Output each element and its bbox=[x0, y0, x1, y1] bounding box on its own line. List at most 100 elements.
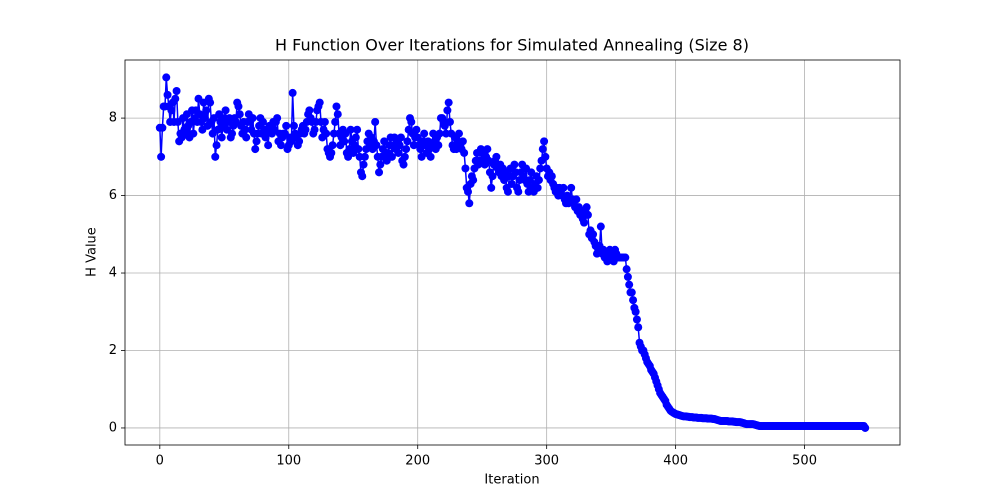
data-point bbox=[540, 137, 549, 146]
data-point bbox=[572, 195, 581, 204]
data-point bbox=[328, 141, 337, 150]
data-point bbox=[248, 114, 257, 123]
data-point bbox=[541, 152, 550, 161]
data-point bbox=[320, 117, 329, 126]
data-point bbox=[235, 110, 244, 119]
data-point bbox=[288, 88, 297, 97]
data-point bbox=[464, 187, 473, 196]
data-point bbox=[399, 160, 408, 169]
data-point bbox=[171, 94, 180, 103]
data-point bbox=[346, 125, 355, 134]
data-point bbox=[465, 199, 474, 208]
data-point bbox=[487, 183, 496, 192]
data-point bbox=[359, 160, 368, 169]
data-point bbox=[331, 117, 340, 126]
data-point bbox=[634, 323, 643, 332]
y-tick-label: 4 bbox=[109, 266, 117, 281]
data-point bbox=[167, 106, 176, 115]
data-point bbox=[206, 98, 215, 107]
data-point bbox=[622, 265, 631, 274]
x-tick-label: 500 bbox=[792, 454, 817, 469]
data-point bbox=[460, 148, 469, 157]
data-point bbox=[277, 141, 286, 150]
data-point bbox=[514, 187, 523, 196]
y-axis-label: H Value bbox=[85, 227, 100, 277]
data-point bbox=[327, 148, 336, 157]
data-point bbox=[444, 98, 453, 107]
data-point bbox=[375, 168, 384, 177]
data-point bbox=[358, 172, 367, 181]
data-point bbox=[163, 90, 172, 99]
data-point bbox=[580, 218, 589, 227]
data-point bbox=[596, 222, 605, 231]
data-point bbox=[376, 160, 385, 169]
data-point bbox=[396, 133, 405, 142]
x-tick-label: 0 bbox=[156, 454, 164, 469]
data-point bbox=[211, 152, 220, 161]
y-tick-label: 0 bbox=[109, 420, 117, 435]
y-tick-label: 6 bbox=[109, 188, 117, 203]
data-point bbox=[221, 106, 230, 115]
data-point bbox=[621, 253, 630, 262]
chart-title: H Function Over Iterations for Simulated… bbox=[275, 36, 749, 55]
data-point bbox=[332, 102, 341, 111]
data-point bbox=[536, 164, 545, 173]
data-point bbox=[234, 102, 243, 111]
data-point bbox=[212, 141, 221, 150]
data-point bbox=[387, 152, 396, 161]
data-point bbox=[445, 117, 454, 126]
data-point bbox=[353, 125, 362, 134]
data-point bbox=[403, 137, 412, 146]
data-point bbox=[162, 73, 171, 82]
data-point bbox=[371, 117, 380, 126]
y-tick-label: 2 bbox=[109, 343, 117, 358]
data-point bbox=[625, 280, 634, 289]
data-point bbox=[402, 145, 411, 154]
data-point bbox=[458, 137, 467, 146]
data-point bbox=[228, 129, 237, 138]
data-point bbox=[282, 121, 291, 130]
data-point bbox=[372, 141, 381, 150]
data-point bbox=[240, 125, 249, 134]
data-point bbox=[360, 152, 369, 161]
data-point bbox=[589, 230, 598, 239]
data-point bbox=[242, 133, 251, 142]
x-tick-label: 300 bbox=[534, 454, 559, 469]
data-point bbox=[189, 129, 198, 138]
data-point bbox=[443, 106, 452, 115]
data-point bbox=[264, 141, 273, 150]
data-point bbox=[632, 315, 641, 324]
data-point bbox=[454, 129, 463, 138]
data-point bbox=[251, 145, 260, 154]
data-point bbox=[394, 148, 403, 157]
data-point bbox=[483, 145, 492, 154]
data-point bbox=[295, 137, 304, 146]
y-tick-label: 8 bbox=[109, 111, 117, 126]
data-point bbox=[412, 125, 421, 134]
data-point bbox=[315, 98, 324, 107]
data-point bbox=[503, 187, 512, 196]
data-point bbox=[567, 183, 576, 192]
data-point bbox=[310, 125, 319, 134]
data-point bbox=[157, 152, 166, 161]
data-point bbox=[354, 145, 363, 154]
data-point bbox=[200, 114, 209, 123]
x-tick-label: 200 bbox=[405, 454, 430, 469]
data-point bbox=[407, 117, 416, 126]
data-point bbox=[435, 129, 444, 138]
data-point bbox=[322, 129, 331, 138]
data-point bbox=[469, 176, 478, 185]
data-point bbox=[172, 86, 181, 95]
x-tick-label: 100 bbox=[276, 454, 301, 469]
data-point bbox=[333, 110, 342, 119]
data-point bbox=[492, 152, 501, 161]
data-point bbox=[400, 152, 409, 161]
data-point bbox=[631, 307, 640, 316]
plot-frame bbox=[124, 59, 901, 446]
data-point bbox=[351, 133, 360, 142]
data-point bbox=[582, 203, 591, 212]
x-tick-label: 400 bbox=[663, 454, 688, 469]
data-point bbox=[547, 172, 556, 181]
data-point bbox=[289, 121, 298, 130]
